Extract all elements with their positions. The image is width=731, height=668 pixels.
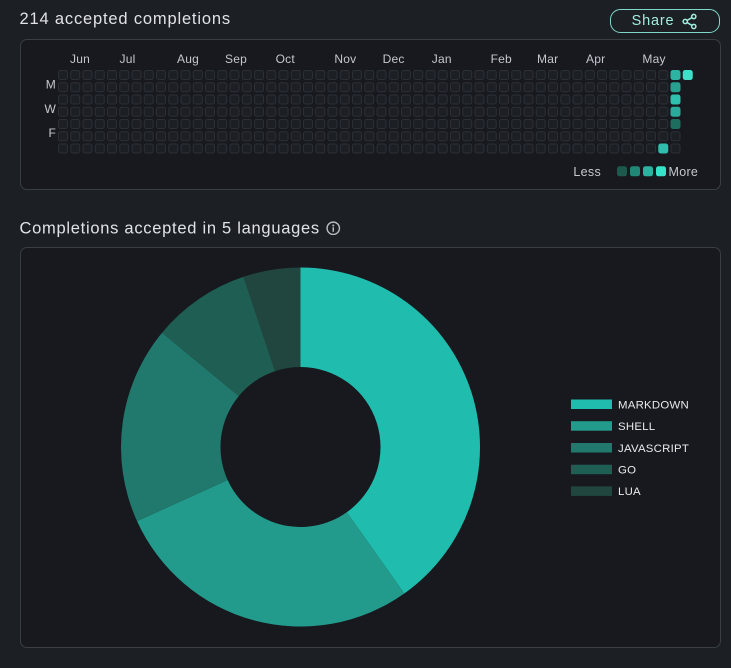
svg-text:Dec: Dec — [383, 52, 405, 66]
svg-text:Jan: Jan — [432, 52, 452, 66]
svg-text:MARKDOWN: MARKDOWN — [618, 399, 689, 411]
svg-text:Jul: Jul — [120, 52, 136, 66]
svg-text:SHELL: SHELL — [618, 421, 655, 433]
svg-text:More: More — [669, 165, 699, 179]
svg-text:Nov: Nov — [334, 52, 356, 66]
svg-text:Sep: Sep — [225, 52, 247, 66]
svg-text:Aug: Aug — [177, 52, 199, 66]
svg-text:Mar: Mar — [537, 52, 558, 66]
svg-text:Less: Less — [573, 165, 601, 179]
svg-text:May: May — [642, 52, 665, 66]
svg-text:Oct: Oct — [276, 52, 296, 66]
svg-text:Feb: Feb — [491, 52, 512, 66]
svg-text:Jun: Jun — [70, 52, 90, 66]
svg-text:M: M — [46, 78, 56, 92]
svg-text:JAVASCRIPT: JAVASCRIPT — [618, 443, 689, 455]
svg-text:W: W — [44, 102, 56, 116]
svg-text:GO: GO — [618, 465, 636, 477]
svg-text:F: F — [48, 126, 55, 140]
svg-text:Apr: Apr — [586, 52, 605, 66]
svg-text:LUA: LUA — [618, 486, 641, 498]
